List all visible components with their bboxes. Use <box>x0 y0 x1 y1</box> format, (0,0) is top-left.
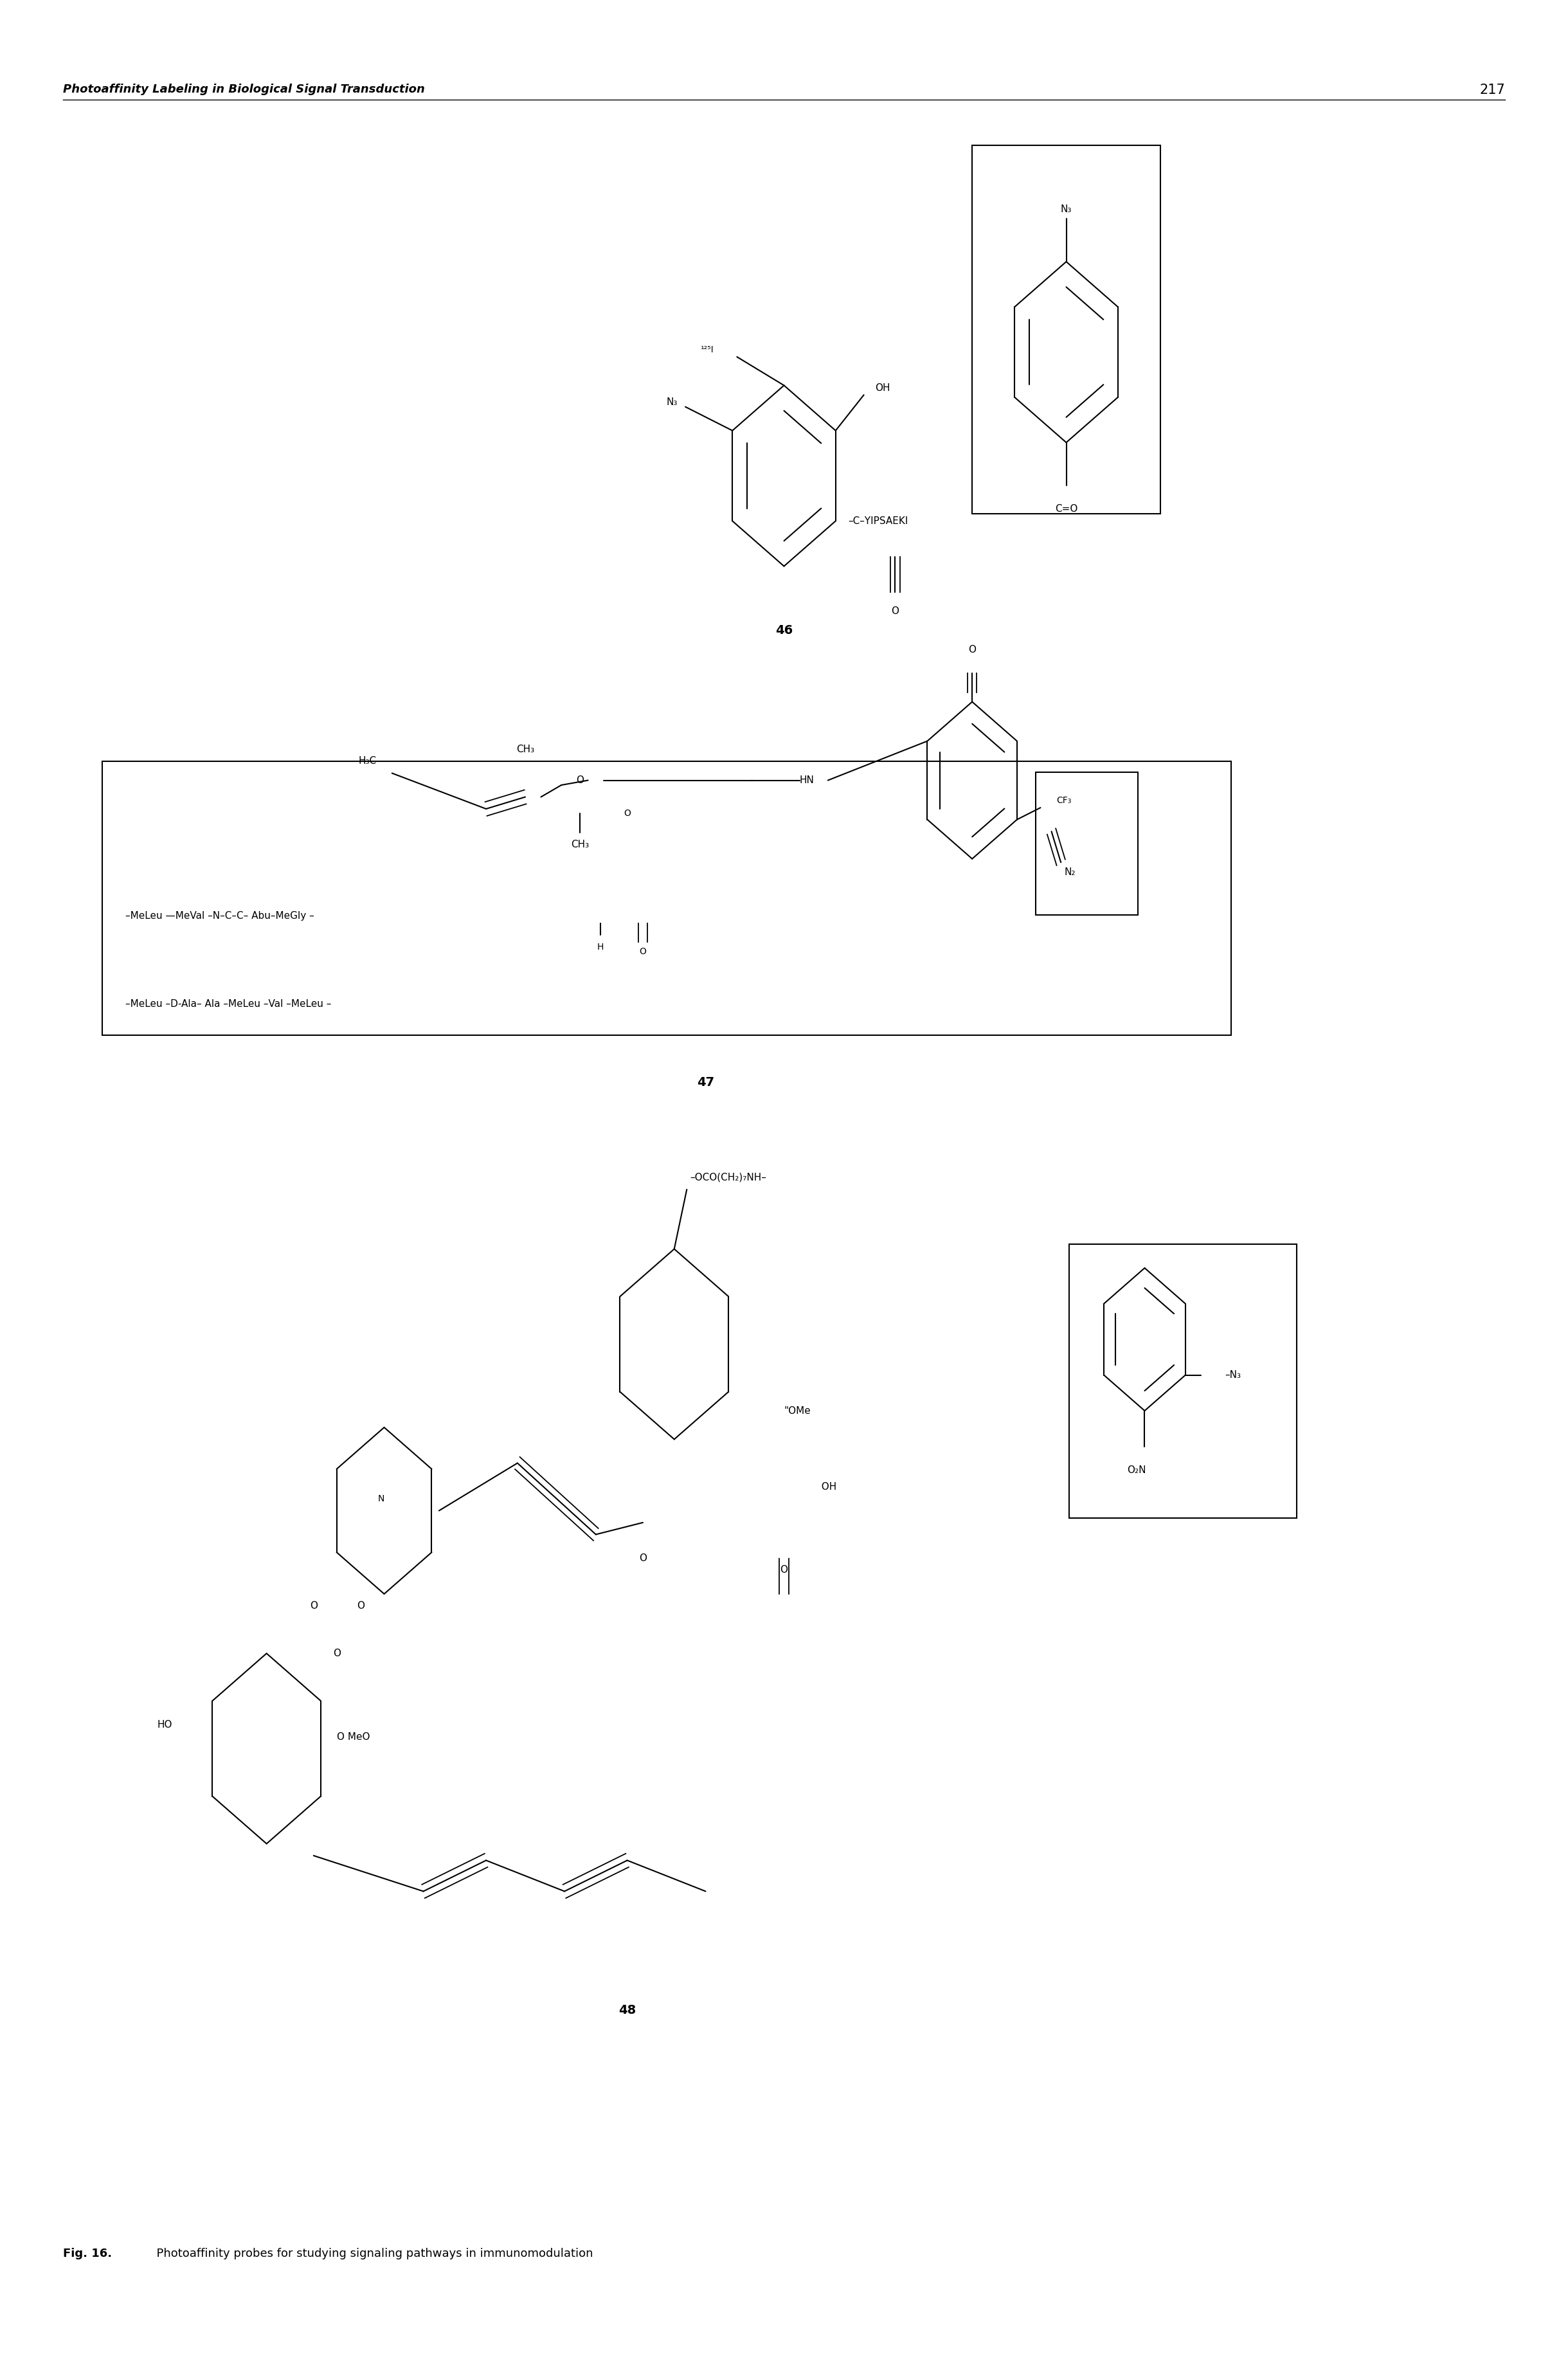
Text: Photoaffinity Labeling in Biological Signal Transduction: Photoaffinity Labeling in Biological Sig… <box>63 83 425 95</box>
Text: HN: HN <box>800 776 814 785</box>
Text: O: O <box>891 607 898 616</box>
Text: O: O <box>781 1565 787 1575</box>
Text: "OMe: "OMe <box>784 1406 811 1416</box>
Bar <box>1069 1244 1297 1518</box>
Text: –MeLeu —MeVal –N–C–C– Abu–MeGly –: –MeLeu —MeVal –N–C–C– Abu–MeGly – <box>125 911 314 921</box>
Text: –MeLeu –D-Ala– Ala –MeLeu –Val –MeLeu –: –MeLeu –D-Ala– Ala –MeLeu –Val –MeLeu – <box>125 999 331 1009</box>
Text: O: O <box>969 645 975 654</box>
Text: N₃: N₃ <box>666 397 677 407</box>
Text: –N₃: –N₃ <box>1225 1370 1240 1380</box>
Text: CH₃: CH₃ <box>516 745 535 754</box>
Text: 46: 46 <box>775 623 793 638</box>
Text: –OCO(CH₂)₇NH–: –OCO(CH₂)₇NH– <box>690 1173 767 1182</box>
Text: O₂N: O₂N <box>1127 1465 1146 1475</box>
Bar <box>1036 771 1138 914</box>
Text: H: H <box>597 942 604 952</box>
Bar <box>102 761 1231 1035</box>
Text: O: O <box>334 1649 340 1658</box>
Bar <box>972 145 1160 514</box>
Text: O: O <box>640 947 646 956</box>
Text: ¹²⁵I: ¹²⁵I <box>701 345 713 354</box>
Text: N: N <box>378 1494 384 1504</box>
Text: N₃: N₃ <box>1060 205 1073 214</box>
Text: O: O <box>310 1601 317 1611</box>
Text: OH: OH <box>815 1482 837 1492</box>
Text: CF₃: CF₃ <box>1057 797 1071 804</box>
Text: O: O <box>358 1601 364 1611</box>
Text: O: O <box>624 809 630 818</box>
Text: 47: 47 <box>696 1075 715 1090</box>
Text: O MeO: O MeO <box>337 1732 370 1741</box>
Text: OH: OH <box>875 383 891 393</box>
Text: O: O <box>640 1553 646 1563</box>
Text: N₂: N₂ <box>1065 866 1076 878</box>
Text: O: O <box>577 776 583 785</box>
Text: 48: 48 <box>618 2003 637 2017</box>
Text: H₃C: H₃C <box>358 757 376 766</box>
Text: C=O: C=O <box>1055 504 1077 514</box>
Text: CH₃: CH₃ <box>571 840 590 849</box>
Text: Fig. 16.: Fig. 16. <box>63 2248 111 2260</box>
Text: 217: 217 <box>1480 83 1505 95</box>
Text: Photoaffinity probes for studying signaling pathways in immunomodulation: Photoaffinity probes for studying signal… <box>149 2248 593 2260</box>
Text: –C–YIPSAEKI: –C–YIPSAEKI <box>848 516 908 526</box>
Text: HO: HO <box>157 1720 172 1730</box>
